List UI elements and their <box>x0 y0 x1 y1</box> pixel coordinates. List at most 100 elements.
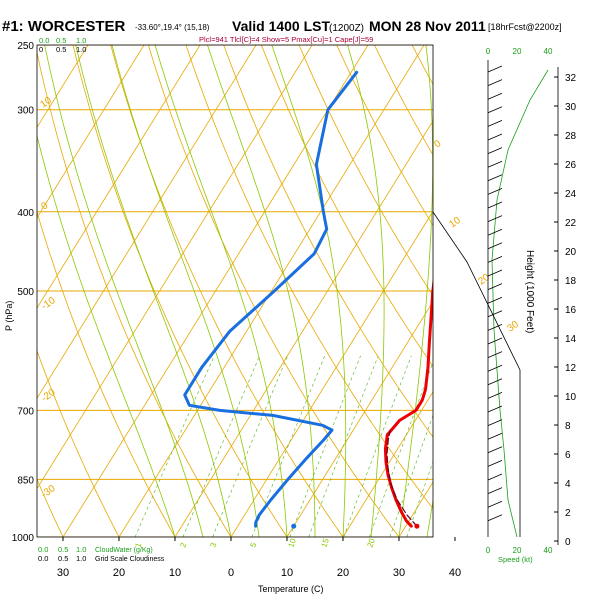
wind-barb <box>487 201 503 209</box>
temperature-profile-line <box>383 277 433 528</box>
speed-bottom-label: 0 <box>486 546 491 555</box>
x-axis-title: Temperature (C) <box>258 584 324 594</box>
dry-adiabat-line <box>37 50 232 537</box>
cloud-top-green-label: 0.5 <box>56 36 66 45</box>
mixing-ratio-label: 1 <box>133 541 143 549</box>
cloud-top-black-label: 0.5 <box>56 45 66 54</box>
wind-barb <box>487 188 503 195</box>
isotherm-line <box>37 45 201 309</box>
dry-adiabat-line <box>487 45 600 537</box>
panel-boundary-line <box>432 211 521 537</box>
height-tick-label: 12 <box>565 363 577 374</box>
wind-barb <box>487 378 503 386</box>
dry-adiabat-line <box>37 210 176 537</box>
wind-barb <box>487 133 503 141</box>
wind-barb <box>487 160 503 168</box>
wind-barb <box>487 147 503 154</box>
dewpoint-profile-line <box>183 70 359 528</box>
plot-frame <box>36 44 434 538</box>
dry-adiabat-line <box>37 478 64 537</box>
mixing-ratio-line <box>389 414 433 537</box>
wind-barb <box>487 392 503 399</box>
speed-bottom-label: 20 <box>513 546 522 555</box>
moist-adiabat-line <box>154 45 288 537</box>
mixing-ratio-line <box>134 355 215 537</box>
cloud-top-black-label: 0 <box>39 45 43 54</box>
temperature-tick-label: 20 <box>337 567 349 579</box>
cloud-bottom-black-label: 1.0 <box>76 554 86 563</box>
cloud-bottom-black-label: 0.5 <box>58 554 68 563</box>
cloud-bottom-green-label: 0.0 <box>38 545 48 554</box>
utc-time: (1200Z) <box>329 23 364 34</box>
wind-barb <box>487 460 503 467</box>
mixing-ratio-line <box>369 361 433 537</box>
dry-adiabat-line <box>336 45 433 227</box>
moist-adiabat-line <box>347 45 385 537</box>
wind-barb <box>487 364 503 372</box>
height-tick-label: 32 <box>565 73 577 84</box>
isotherm-line <box>118 45 425 537</box>
temperature-tick-label: 10 <box>281 567 293 579</box>
temperature-tick-label: 30 <box>393 567 405 579</box>
wind-barb <box>487 419 503 426</box>
height-tick-label: 20 <box>565 247 577 258</box>
wind-barb <box>487 120 503 127</box>
mixing-ratio-label: 20 <box>365 537 377 549</box>
mixing-ratio-label: 3 <box>208 541 218 549</box>
dry-adiabat-line <box>223 45 433 438</box>
dry-adiabat-line <box>0 45 7 537</box>
temperature-tick-label: 40 <box>449 567 461 579</box>
wind-barb <box>487 296 503 304</box>
height-tick-label: 22 <box>565 218 577 229</box>
pressure-tick-label: 500 <box>17 287 34 298</box>
dry-adiabat-line <box>37 349 120 537</box>
dry-adiabat-line <box>563 45 600 537</box>
mixing-ratio-line <box>212 355 289 537</box>
mixing-ratio-label: 5 <box>248 541 258 549</box>
pressure-tick-label: 400 <box>17 208 34 219</box>
moist-adiabat-line <box>398 45 433 537</box>
height-tick-label: 18 <box>565 276 577 287</box>
height-tick-label: 10 <box>565 392 577 403</box>
dry-adiabat-label: 0 <box>39 200 50 212</box>
cloud-bottom-black-label: 0.0 <box>38 554 48 563</box>
temperature-tick-label: 30 <box>57 567 69 579</box>
wind-barb <box>487 310 503 318</box>
dry-adiabat-line <box>110 45 344 537</box>
wind-barb <box>487 514 503 522</box>
height-tick-label: 16 <box>565 305 577 316</box>
dry-adiabat-line <box>411 45 433 86</box>
wind-barb <box>487 446 503 454</box>
surface-dewpoint-point <box>291 523 297 529</box>
cloud-bottom-green-label: 1.0 <box>76 545 86 554</box>
dry-adiabat-line <box>261 45 433 367</box>
isotherm-line <box>37 45 145 219</box>
wind-barb <box>487 405 503 413</box>
pressure-tick-label: 850 <box>17 475 34 486</box>
pressure-tick-label: 300 <box>17 106 34 117</box>
moist-adiabat-line <box>426 498 433 537</box>
speed-axis-title: Speed (kt) <box>498 555 533 564</box>
isotherm-line <box>37 45 313 490</box>
station-title: #1: WORCESTER <box>2 18 126 35</box>
height-tick-label: 4 <box>565 479 571 490</box>
mixing-ratio-line <box>289 355 361 537</box>
mixing-ratio-label: 10 <box>286 537 298 549</box>
wind-speed-profile <box>491 69 549 538</box>
wind-barb <box>487 79 503 86</box>
cloud-top-green-label: 0.0 <box>39 36 49 45</box>
height-tick-label: 28 <box>565 131 577 142</box>
wind-barb <box>487 283 503 290</box>
wind-barb <box>487 500 503 508</box>
temperature-tick-label: 10 <box>169 567 181 579</box>
speed-top-label: 0 <box>486 47 491 56</box>
moist-adiabat-line <box>44 45 204 537</box>
height-tick-label: 2 <box>565 508 571 519</box>
temperature-tick-label: 20 <box>113 567 125 579</box>
moist-adiabat-line <box>37 134 176 537</box>
dry-adiabat-label: 0 <box>432 138 443 150</box>
mixing-ratio-label: 2 <box>178 541 188 549</box>
isotherm-line <box>62 45 369 537</box>
mixing-ratio-line <box>343 355 412 537</box>
